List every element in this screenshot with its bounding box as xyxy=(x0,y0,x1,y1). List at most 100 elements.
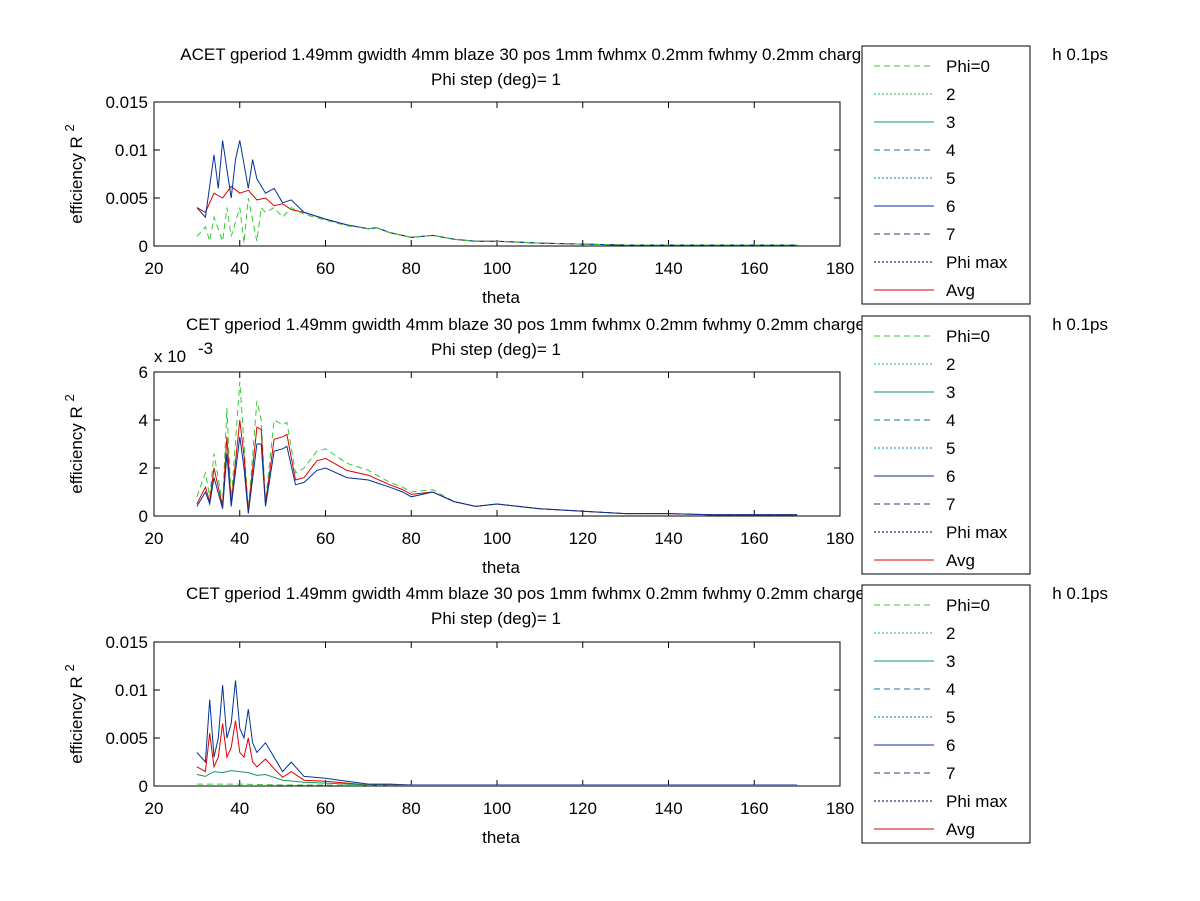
legend-label: 6 xyxy=(946,467,955,486)
x-tick-label: 80 xyxy=(402,259,421,278)
y-tick-label: 0.01 xyxy=(115,681,148,700)
x-tick-label: 140 xyxy=(654,529,682,548)
x-tick-label: 40 xyxy=(230,259,249,278)
series-line-6 xyxy=(196,680,798,786)
x-tick-label: 20 xyxy=(145,799,164,818)
x-tick-label: 160 xyxy=(740,529,768,548)
legend-label: Phi=0 xyxy=(946,57,990,76)
x-tick-label: 80 xyxy=(402,529,421,548)
legend: Phi=0 2 3 4 5 6 7 Phi max Avg xyxy=(861,45,1031,305)
y-tick-label: 0.01 xyxy=(115,141,148,160)
y-tick-label: 0 xyxy=(139,777,148,796)
x-tick-label: 20 xyxy=(145,259,164,278)
chart-title-tail: h 0.1ps xyxy=(1052,45,1108,64)
axes-box xyxy=(153,101,841,247)
x-tick-label: 100 xyxy=(483,529,511,548)
x-tick-label: 120 xyxy=(569,799,597,818)
legend-label: Avg xyxy=(946,820,975,839)
x-axis-label: theta xyxy=(482,828,520,847)
chart-subtitle: Phi step (deg)= 1 xyxy=(431,70,561,89)
x-axis-label: theta xyxy=(482,558,520,577)
legend-label: 4 xyxy=(946,411,955,430)
legend-label: Phi max xyxy=(946,253,1008,272)
y-axis-label-superscript: 2 xyxy=(62,124,77,131)
series-line-avg xyxy=(196,419,798,516)
legend-label: Phi max xyxy=(946,792,1008,811)
legend-label: 6 xyxy=(946,736,955,755)
legend-label: 7 xyxy=(946,764,955,783)
x-tick-label: 140 xyxy=(654,799,682,818)
series-line-avg xyxy=(196,720,798,786)
y-axis-label: efficiency R 2 xyxy=(62,664,86,764)
y-tick-label: 0 xyxy=(139,237,148,256)
y-tick-label: 0.015 xyxy=(105,93,148,112)
y-exponent-label: x 10 xyxy=(154,347,186,366)
x-tick-label: 20 xyxy=(145,529,164,548)
x-tick-label: 100 xyxy=(483,799,511,818)
x-tick-label: 120 xyxy=(569,259,597,278)
chart-subtitle: Phi step (deg)= 1 xyxy=(431,609,561,628)
x-tick-label: 80 xyxy=(402,799,421,818)
chart-panel-1: ACET gperiod 1.49mm gwidth 4mm blaze 30 … xyxy=(62,45,1108,307)
legend-label: 4 xyxy=(946,680,955,699)
legend-label: Avg xyxy=(946,551,975,570)
legend-box xyxy=(861,45,1031,305)
series-line-avg xyxy=(196,185,798,246)
legend-label: Avg xyxy=(946,281,975,300)
chart-title: CET gperiod 1.49mm gwidth 4mm blaze 30 p… xyxy=(186,315,898,334)
axes-box xyxy=(153,641,841,787)
legend-label: 2 xyxy=(946,624,955,643)
chart-subtitle: Phi step (deg)= 1 xyxy=(431,340,561,359)
y-axis-label: efficiency R 2 xyxy=(62,394,86,494)
legend-label: 4 xyxy=(946,141,955,160)
legend-label: Phi=0 xyxy=(946,327,990,346)
chart-title-tail: h 0.1ps xyxy=(1052,315,1108,334)
legend-label: 6 xyxy=(946,197,955,216)
x-axis-label: theta xyxy=(482,288,520,307)
y-tick-label: 0 xyxy=(139,507,148,526)
chart-panel-2: CET gperiod 1.49mm gwidth 4mm blaze 30 p… xyxy=(62,315,1108,577)
legend-label: 3 xyxy=(946,113,955,132)
x-tick-label: 180 xyxy=(826,259,854,278)
x-tick-label: 180 xyxy=(826,529,854,548)
y-axis-label-superscript: 2 xyxy=(62,664,77,671)
legend-label: Phi max xyxy=(946,523,1008,542)
chart-title-tail: h 0.1ps xyxy=(1052,584,1108,603)
series-line-6 xyxy=(196,140,798,246)
x-tick-label: 40 xyxy=(230,799,249,818)
y-tick-label: 0.005 xyxy=(105,729,148,748)
legend-label: 3 xyxy=(946,383,955,402)
x-tick-label: 160 xyxy=(740,259,768,278)
legend-label: 5 xyxy=(946,439,955,458)
y-axis-label-superscript: 2 xyxy=(62,394,77,401)
legend-label: 5 xyxy=(946,169,955,188)
legend-label: 2 xyxy=(946,85,955,104)
y-tick-label: 4 xyxy=(139,411,148,430)
legend-label: 2 xyxy=(946,355,955,374)
y-tick-label: 0.005 xyxy=(105,189,148,208)
legend-label: 3 xyxy=(946,652,955,671)
y-tick-label: 0.015 xyxy=(105,633,148,652)
legend: Phi=0 2 3 4 5 6 7 Phi max Avg xyxy=(861,584,1031,844)
legend-label: 7 xyxy=(946,225,955,244)
chart-title: CET gperiod 1.49mm gwidth 4mm blaze 30 p… xyxy=(186,584,898,603)
legend-label: Phi=0 xyxy=(946,596,990,615)
x-tick-label: 60 xyxy=(316,259,335,278)
x-tick-label: 100 xyxy=(483,259,511,278)
x-tick-label: 120 xyxy=(569,529,597,548)
x-tick-label: 40 xyxy=(230,529,249,548)
series-line-phi-0 xyxy=(196,197,798,246)
x-tick-label: 140 xyxy=(654,259,682,278)
x-tick-label: 60 xyxy=(316,799,335,818)
chart-panel-3: CET gperiod 1.49mm gwidth 4mm blaze 30 p… xyxy=(62,584,1108,847)
x-tick-label: 160 xyxy=(740,799,768,818)
legend-label: 7 xyxy=(946,495,955,514)
legend: Phi=0 2 3 4 5 6 7 Phi max Avg xyxy=(861,315,1031,575)
series-line-6 xyxy=(196,436,798,516)
y-tick-label: 2 xyxy=(139,459,148,478)
series-line-3 xyxy=(196,770,798,786)
chart-title: ACET gperiod 1.49mm gwidth 4mm blaze 30 … xyxy=(180,45,903,64)
x-tick-label: 60 xyxy=(316,529,335,548)
y-axis-label: efficiency R 2 xyxy=(62,124,86,224)
